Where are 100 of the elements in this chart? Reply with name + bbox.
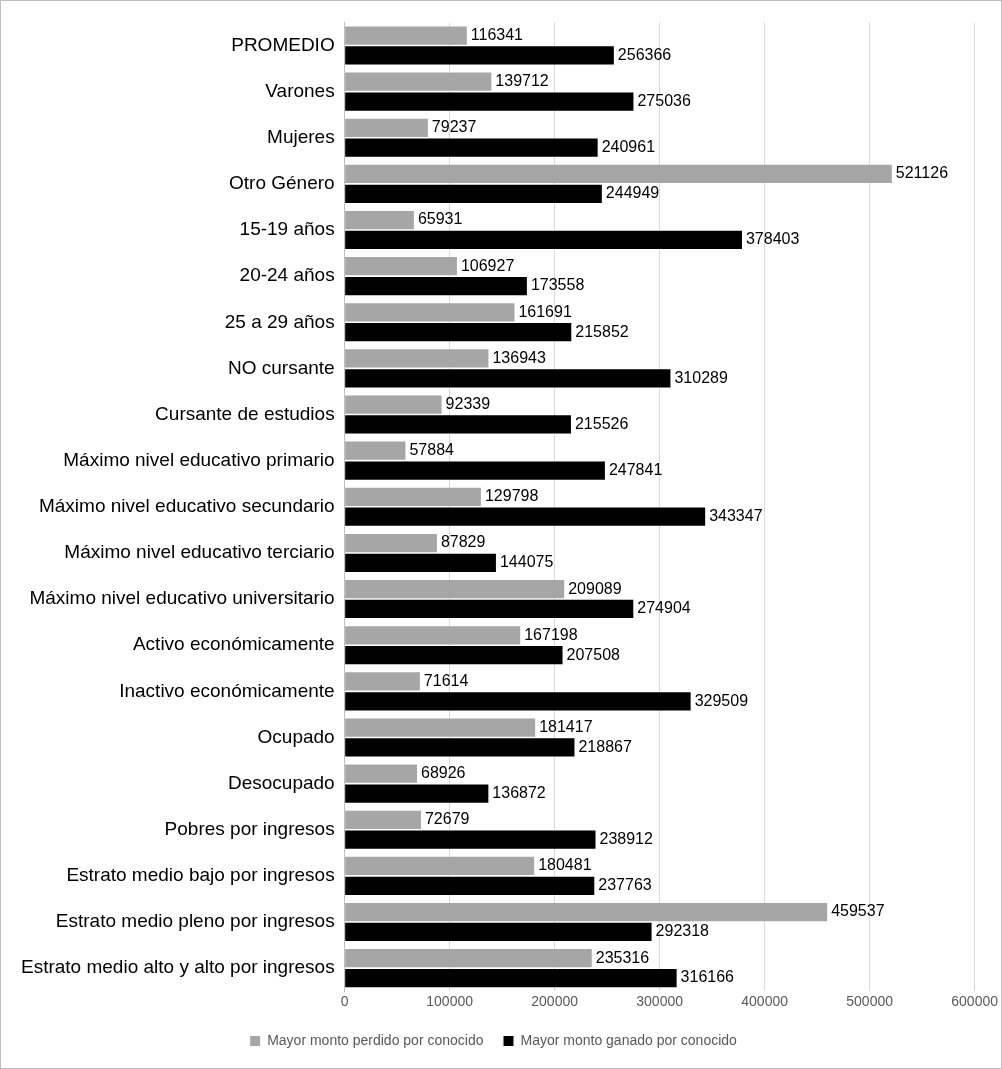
y-tick-label: 15-19 años xyxy=(239,218,335,240)
data-label: 240961 xyxy=(601,138,656,156)
bar xyxy=(345,580,565,599)
y-tick-label: Máximo nivel educativo terciario xyxy=(64,541,335,563)
bar xyxy=(345,415,571,434)
data-label: 180481 xyxy=(538,856,592,874)
data-label: 207508 xyxy=(566,645,621,663)
bar xyxy=(345,830,596,849)
data-label: 274904 xyxy=(637,599,691,617)
data-label: 215526 xyxy=(574,414,629,432)
bar xyxy=(345,184,602,203)
data-label: 92339 xyxy=(445,395,491,413)
data-label: 244949 xyxy=(605,184,660,202)
data-label: 173558 xyxy=(530,276,585,294)
bar xyxy=(345,92,634,111)
data-label: 72679 xyxy=(424,810,470,828)
data-label: 161691 xyxy=(518,302,572,320)
bar xyxy=(345,323,572,342)
data-label: 459537 xyxy=(831,902,885,920)
bar xyxy=(345,441,406,460)
data-label: 343347 xyxy=(709,507,763,525)
data-label: 144075 xyxy=(499,553,554,571)
bar xyxy=(345,810,421,829)
data-label: 218867 xyxy=(578,737,632,755)
bar xyxy=(345,164,892,184)
data-label: 68926 xyxy=(421,764,466,782)
data-label: 275036 xyxy=(637,91,691,109)
bar xyxy=(345,692,691,711)
bar xyxy=(345,72,492,91)
y-tick-label: Inactivo económicamente xyxy=(119,679,335,701)
bar xyxy=(345,764,418,783)
x-tick-label: 400000 xyxy=(741,993,789,1010)
bar xyxy=(345,876,595,895)
bar xyxy=(345,118,428,137)
y-tick-label: Mujeres xyxy=(267,125,335,147)
bar xyxy=(345,718,536,737)
y-tick-label: Máximo nivel educativo secundario xyxy=(38,495,335,517)
data-label: 237763 xyxy=(598,876,652,894)
bar xyxy=(345,487,481,507)
x-tick-label: 0 xyxy=(340,993,349,1010)
bar xyxy=(345,533,437,553)
bar xyxy=(345,949,592,968)
data-label: 136872 xyxy=(492,783,546,801)
data-label: 116341 xyxy=(470,25,524,43)
bar xyxy=(345,507,706,526)
x-tick-label: 500000 xyxy=(846,993,894,1010)
y-tick-label: Estrato medio alto y alto por ingresos xyxy=(20,956,335,978)
y-tick-label: Máximo nivel educativo universitario xyxy=(29,587,335,609)
data-label: 316166 xyxy=(680,968,735,986)
bar xyxy=(345,902,828,922)
legend-label: Mayor monto ganado por conocido xyxy=(520,1031,738,1048)
data-label: 136943 xyxy=(492,348,546,366)
bar xyxy=(345,968,677,988)
bar xyxy=(345,922,652,942)
data-label: 87829 xyxy=(440,533,486,551)
bar xyxy=(345,349,489,368)
bar xyxy=(345,26,467,45)
bar xyxy=(345,395,442,414)
x-tick-label: 100000 xyxy=(426,993,474,1010)
y-tick-label: Varones xyxy=(265,79,335,101)
data-label: 139712 xyxy=(495,72,549,90)
data-label: 247841 xyxy=(608,460,663,478)
data-label: 71614 xyxy=(423,671,469,689)
bar xyxy=(345,645,563,665)
data-label: 521126 xyxy=(895,164,949,182)
data-label: 209089 xyxy=(568,579,622,597)
bar xyxy=(345,599,634,619)
y-tick-label: 25 a 29 años xyxy=(224,310,335,332)
bar xyxy=(345,210,414,230)
y-tick-label: Estrato medio bajo por ingresos xyxy=(66,864,335,886)
x-tick-label: 300000 xyxy=(636,993,684,1010)
bar xyxy=(345,626,521,645)
bar xyxy=(345,257,457,276)
data-label: 256366 xyxy=(617,45,672,63)
data-label: 329509 xyxy=(694,691,749,709)
data-label: 378403 xyxy=(745,230,800,248)
data-label: 235316 xyxy=(595,948,650,966)
x-tick-label: 200000 xyxy=(531,993,579,1010)
y-tick-label: Ocupado xyxy=(257,725,335,747)
bar xyxy=(345,672,420,691)
data-label: 292318 xyxy=(655,922,710,940)
data-label: 129798 xyxy=(484,487,539,505)
data-label: 65931 xyxy=(417,210,463,228)
y-tick-label: Estrato medio pleno por ingresos xyxy=(55,910,335,932)
bar xyxy=(345,784,489,803)
legend-label: Mayor monto perdido por conocido xyxy=(267,1031,484,1048)
bar xyxy=(345,276,527,296)
bar xyxy=(345,461,605,480)
bar xyxy=(345,738,575,757)
y-tick-label: NO cursante xyxy=(228,356,335,378)
y-tick-label: Cursante de estudios xyxy=(155,402,335,424)
data-label: 181417 xyxy=(539,717,593,735)
data-label: 167198 xyxy=(524,625,578,643)
bar xyxy=(345,138,598,157)
data-label: 238912 xyxy=(599,830,653,848)
bar xyxy=(345,553,496,572)
bar xyxy=(345,303,515,322)
y-tick-label: PROMEDIO xyxy=(231,33,335,55)
data-label: 57884 xyxy=(409,441,455,459)
y-tick-label: Pobres por ingresos xyxy=(164,817,335,839)
